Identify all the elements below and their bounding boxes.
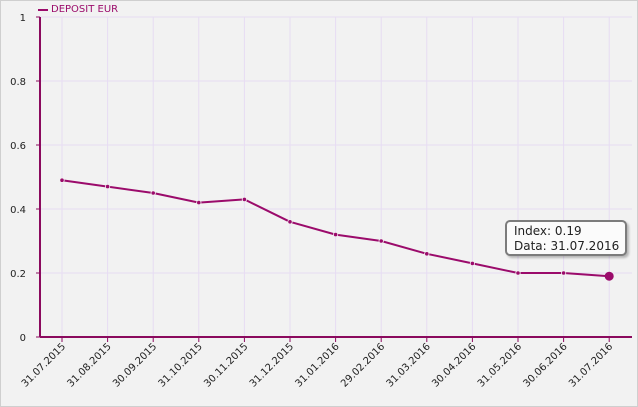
legend: DEPOSIT EUR: [38, 4, 118, 15]
data-point: [59, 177, 65, 183]
data-point: [560, 270, 567, 276]
legend-label: DEPOSIT EUR: [51, 4, 119, 15]
data-point: [378, 238, 384, 244]
data-point: [105, 184, 111, 190]
data-point: [332, 232, 339, 238]
data-point: [287, 219, 293, 225]
data-point: [150, 190, 156, 196]
x-tick-label: 31.05.2016: [476, 341, 524, 389]
x-tick-label: 29.02.2016: [339, 341, 387, 389]
x-tick-label: 30.04.2016: [430, 341, 478, 389]
y-axis-ticks: 0 0.2 0.4 0.6 0.8 1: [10, 13, 40, 344]
data-point: [424, 251, 430, 257]
highlighted-data-point: [604, 271, 614, 281]
axes: [39, 17, 632, 338]
tooltip-index: Index: 0.19: [514, 224, 582, 238]
y-tick-label: 0: [20, 333, 26, 344]
x-tick-label: 30.06.2016: [521, 341, 569, 389]
x-tick-label: 30.11.2015: [202, 341, 250, 389]
x-tick-label: 31.10.2015: [157, 341, 205, 389]
data-point: [469, 260, 475, 266]
series-deposit-eur: [59, 177, 614, 281]
tooltip-date: Data: 31.07.2016: [514, 239, 620, 253]
y-tick-label: 0.4: [10, 205, 26, 216]
x-tick-label: 31.07.2015: [20, 341, 68, 389]
x-tick-label: 31.12.2015: [248, 341, 296, 389]
data-point: [515, 270, 521, 276]
x-tick-label: 30.09.2015: [111, 341, 159, 389]
y-tick-label: 0.2: [10, 269, 26, 280]
legend-swatch: [38, 8, 48, 11]
data-point: [196, 200, 202, 206]
x-tick-label: 31.01.2016: [293, 341, 341, 389]
x-tick-label: 31.07.2016: [567, 341, 615, 389]
data-tooltip: Index: 0.19 Data: 31.07.2016: [505, 220, 627, 256]
x-tick-label: 31.03.2016: [385, 341, 433, 389]
grid-lines: [40, 16, 632, 337]
data-point: [241, 196, 247, 202]
x-axis-ticks: 31.07.201531.08.201530.09.201531.10.2015…: [20, 337, 615, 390]
x-tick-label: 31.08.2015: [65, 341, 113, 389]
y-tick-label: 1: [20, 13, 26, 24]
y-tick-label: 0.8: [10, 77, 26, 88]
y-tick-label: 0.6: [10, 141, 26, 152]
